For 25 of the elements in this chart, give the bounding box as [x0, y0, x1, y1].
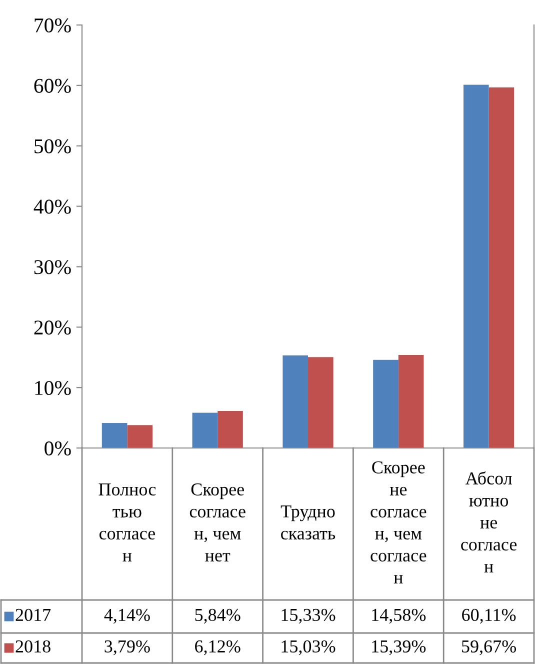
- x-tick-label: Трудно сказать: [280, 505, 336, 540]
- data-label: 5,84%: [195, 608, 240, 624]
- y-tick-label: 20%: [34, 320, 71, 335]
- y-tick-label: 40%: [34, 200, 71, 214]
- data-label: 4,14%: [104, 608, 150, 624]
- y-tick-label: 0%: [44, 441, 71, 456]
- data-label: 3,79%: [104, 640, 150, 656]
- data-label: 6,12%: [195, 640, 240, 656]
- data-label: 59,67%: [462, 640, 516, 656]
- x-tick-label: Скорее согласе н, чем нет: [190, 483, 246, 562]
- data-label: 15,33%: [282, 608, 336, 624]
- y-tick-label: 60%: [34, 78, 71, 93]
- legend-label: 2018: [16, 640, 50, 653]
- y-tick-label: 70%: [34, 18, 71, 32]
- data-label: 60,11%: [462, 608, 516, 624]
- y-tick-label: 10%: [35, 380, 71, 396]
- x-tick-label: Скорее не согласе н, чем согласе н: [370, 461, 426, 584]
- y-tick-label: 50%: [34, 139, 71, 154]
- y-tick-label: 30%: [34, 260, 71, 274]
- data-label: 15,03%: [282, 640, 336, 656]
- data-label: 14,58%: [372, 608, 426, 624]
- x-tick-label: Абсол ютно не согласе н: [461, 471, 517, 572]
- data-label: 15,39%: [372, 640, 426, 656]
- x-tick-label: Полнос тью согласе н: [98, 484, 156, 562]
- legend-label: 2017: [16, 608, 51, 622]
